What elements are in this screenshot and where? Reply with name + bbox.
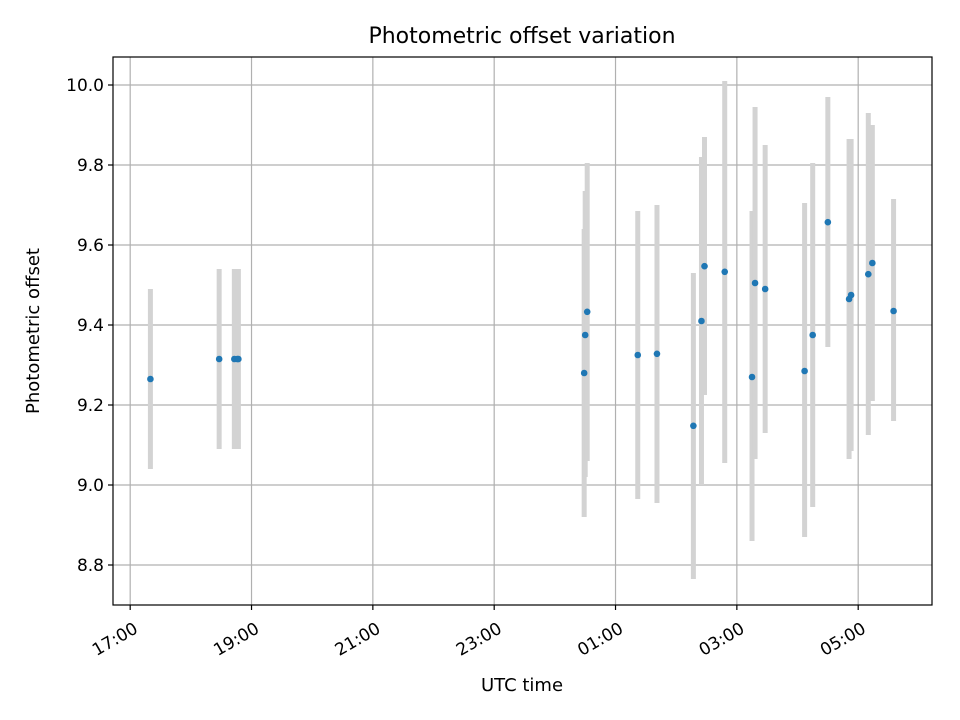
data-point <box>690 422 697 430</box>
y-tick-label: 8.8 <box>77 556 104 576</box>
data-point <box>847 291 855 299</box>
grid <box>113 57 932 605</box>
data-point <box>865 270 872 278</box>
y-axis: 8.8 9.0 9.2 9.4 9.6 9.8 10.0 <box>66 76 113 576</box>
y-tick-label: 9.0 <box>77 476 104 496</box>
data-point <box>809 331 816 339</box>
data-point <box>634 351 642 359</box>
chart-title: Photometric offset variation <box>368 24 675 49</box>
data-point <box>215 355 223 363</box>
y-axis-label: Photometric offset <box>23 248 44 414</box>
data-points <box>147 218 897 430</box>
plot-frame <box>112 56 933 606</box>
data-point <box>580 369 588 377</box>
data-point <box>721 268 729 276</box>
data-point <box>581 331 589 339</box>
data-point <box>751 279 759 287</box>
plot-area <box>113 57 932 605</box>
data-point <box>824 218 832 226</box>
data-point <box>761 285 769 293</box>
data-point <box>147 375 154 383</box>
y-tick-label: 9.2 <box>77 396 104 416</box>
data-point <box>890 307 897 315</box>
data-point <box>748 373 756 381</box>
data-point <box>235 355 242 363</box>
y-tick-label: 9.8 <box>77 156 104 176</box>
data-point <box>701 262 708 270</box>
y-tick-label: 10.0 <box>66 76 104 96</box>
data-point <box>801 367 808 375</box>
y-tick-label: 9.4 <box>77 316 104 336</box>
data-point <box>698 317 705 325</box>
data-point <box>869 259 876 267</box>
data-point <box>583 308 591 316</box>
x-axis-label: UTC time <box>481 675 563 696</box>
y-tick-label: 9.6 <box>77 236 104 256</box>
data-point <box>653 350 661 358</box>
